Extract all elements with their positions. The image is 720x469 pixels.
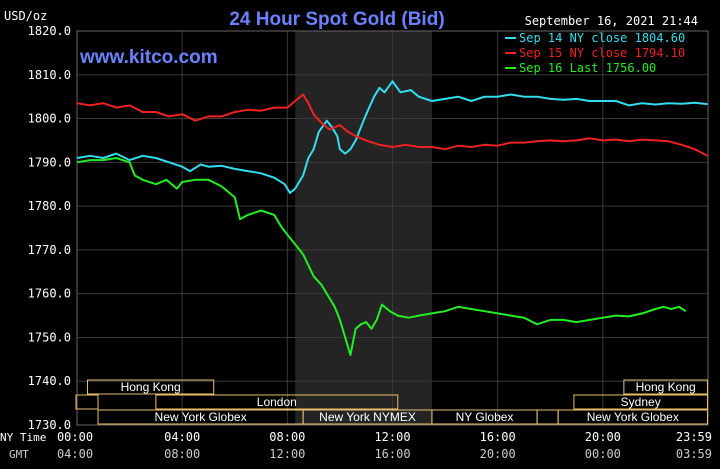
plot-area <box>76 30 709 426</box>
plot-border <box>76 30 709 426</box>
chart-timestamp: September 16, 2021 21:44 <box>525 14 698 28</box>
legend-entry-1: Sep 14 NY close 1804.60 <box>519 31 685 45</box>
session-bar <box>75 394 99 410</box>
x-tick-label-ny: 00:00 <box>57 430 93 444</box>
session-bar <box>155 394 399 410</box>
session-bar <box>573 394 708 410</box>
x-tick-label-gmt: 04:00 <box>57 447 93 461</box>
y-tick-label: 1820.0 <box>28 24 71 38</box>
chart-title: 24 Hour Spot Gold (Bid) <box>229 9 444 30</box>
x-tick-label-ny: 20:00 <box>585 430 621 444</box>
series-line-1 <box>76 80 708 194</box>
x-tick-label-gmt: 12:00 <box>269 447 305 461</box>
y-tick-label: 1740.0 <box>28 374 71 388</box>
y-tick-label: 1770.0 <box>28 243 71 257</box>
legend-entry-2: Sep 15 NY close 1794.10 <box>519 46 685 60</box>
x-axis-gmt-label: GMT <box>9 448 29 461</box>
x-tick-label-ny: 16:00 <box>480 430 516 444</box>
session-label: NY Globex <box>456 410 514 424</box>
x-tick-label-gmt: 16:00 <box>374 447 410 461</box>
series-line-3 <box>76 157 687 356</box>
x-tick-label-ny: 12:00 <box>374 430 410 444</box>
session-label: London <box>257 395 297 409</box>
legend-entry-3: Sep 16 Last 1756.00 <box>519 61 656 75</box>
watermark-url: www.kitco.com <box>79 47 218 68</box>
x-axis-ny-time-label: NY Time <box>0 431 46 444</box>
y-tick-label: 1750.0 <box>28 330 71 344</box>
y-tick-label: 1790.0 <box>28 155 71 169</box>
x-tick-label-ny: 04:00 <box>164 430 200 444</box>
y-tick-label: 1810.0 <box>28 68 71 82</box>
y-tick-label: 1760.0 <box>28 287 71 301</box>
x-tick-label-gmt: 08:00 <box>164 447 200 461</box>
session-bar <box>87 379 215 395</box>
y-tick-label: 1800.0 <box>28 112 71 126</box>
session-label: New York Globex <box>587 410 679 424</box>
session-label: New York NYMEX <box>319 410 416 424</box>
session-bar <box>623 379 708 395</box>
series-line-2 <box>76 93 708 157</box>
y-tick-label: 1730.0 <box>28 418 71 432</box>
x-tick-label-gmt: 20:00 <box>480 447 516 461</box>
x-tick-label-gmt: 00:00 <box>585 447 621 461</box>
session-label: New York Globex <box>155 410 247 424</box>
x-axis-ticks: 00:00 04:00 04:00 08:00 08:00 12:00 12:00 16:00… <box>57 430 712 461</box>
session-bar <box>557 409 708 425</box>
session-label: Hong Kong <box>121 380 181 394</box>
x-tick-label-ny: 23:59 <box>676 430 712 444</box>
session-label: Sydney <box>621 395 661 409</box>
y-tick-label: 1780.0 <box>28 199 71 213</box>
session-label: Hong Kong <box>636 380 696 394</box>
y-axis-ticks: 1820.0 1810.0 1800.0 1790.0 1780.0 1770.0 1760… <box>28 24 71 432</box>
trading-hours-shading <box>295 31 432 425</box>
x-tick-label-gmt: 03:59 <box>676 447 712 461</box>
y-axis-unit-label: USD/oz <box>4 9 47 23</box>
x-tick-label-ny: 08:00 <box>269 430 305 444</box>
